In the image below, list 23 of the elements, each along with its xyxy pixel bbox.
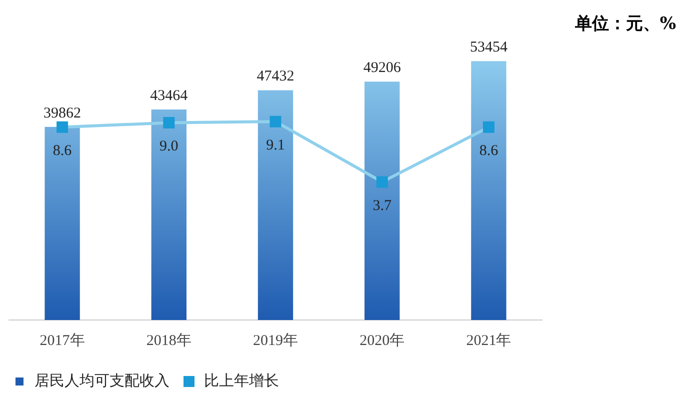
data-label: 43464 (150, 88, 188, 104)
legend-label: 居民人均可支配收入 (34, 372, 170, 390)
data-label: 9.0 (160, 138, 178, 155)
data-label: 8.6 (479, 143, 499, 160)
bar (151, 109, 186, 320)
text: 单位：元、% (574, 13, 676, 35)
data-label: 39862 (44, 105, 82, 122)
bar (44, 126, 80, 320)
data-label: 3.7 (372, 198, 392, 214)
bar (364, 82, 400, 320)
data-label: 9.1 (266, 138, 285, 154)
x-tick-label: 2020年 (360, 332, 405, 349)
x-tick-label: 2018年 (146, 332, 192, 349)
data-label: 53454 (470, 40, 508, 56)
legend-label: 比上年增长 (204, 372, 279, 390)
data-label: 49206 (363, 60, 402, 76)
data-label: 47432 (256, 68, 294, 85)
data-label: 8.6 (52, 143, 72, 160)
bar (471, 61, 506, 320)
x-tick-label: 2019年 (253, 332, 298, 349)
x-tick-label: 2017年 (40, 332, 85, 349)
x-tick-label: 2021年 (466, 332, 512, 349)
bar (258, 90, 294, 320)
